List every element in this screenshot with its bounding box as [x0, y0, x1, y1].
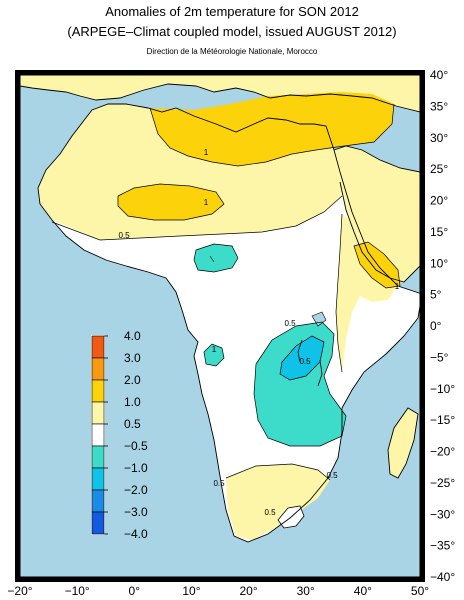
legend-swatch — [91, 401, 105, 425]
coastline-madagascar — [387, 407, 419, 479]
coastline-europe — [20, 83, 420, 113]
y-tick-label: 35° — [430, 99, 448, 113]
land-europe — [20, 75, 420, 112]
x-tick-label: 20° — [239, 584, 257, 598]
contour-label: 0.5 — [213, 479, 225, 488]
y-tick-label: 40° — [430, 68, 448, 82]
x-tick-label: 30° — [297, 584, 315, 598]
zone-sahara-hot — [118, 184, 224, 220]
y-tick-label: −25° — [430, 476, 455, 490]
legend-swatch — [91, 379, 105, 403]
legend-swatch — [91, 511, 105, 535]
legend-swatch — [91, 489, 105, 513]
contour-line-south — [225, 463, 331, 481]
map-subtitle: (ARPEGE–Climat coupled model, issued AUG… — [67, 24, 397, 39]
x-tick-label: −10° — [65, 584, 90, 598]
land-madagascar — [388, 408, 418, 478]
y-tick-label: −30° — [430, 507, 455, 521]
contour-line-yemen — [353, 241, 401, 289]
contour-label: 0.5 — [299, 357, 311, 366]
x-tick-label: 50° — [411, 584, 429, 598]
contour-label: 0.5 — [264, 508, 276, 517]
coastline-arabia — [333, 145, 420, 283]
frame-top-bar — [20, 70, 420, 75]
contour-line-sudan — [193, 243, 239, 273]
legend-swatch — [91, 335, 105, 359]
legend-swatch — [91, 357, 105, 381]
map-credit: Direction de la Météorologie Nationale, … — [146, 47, 318, 56]
lake-tanganyika — [297, 339, 303, 363]
map-title: Anomalies of 2m temperature for SON 2012 — [105, 4, 359, 19]
legend-label: −1.0 — [124, 461, 148, 475]
y-tick-label: 20° — [430, 194, 448, 208]
legend-label: −2.0 — [124, 483, 148, 497]
zone-congo-cool — [204, 344, 224, 366]
legend-label: 4.0 — [124, 329, 141, 343]
legend-label: 2.0 — [124, 373, 141, 387]
zone-south-warm — [226, 464, 330, 540]
legend-label: −4.0 — [124, 527, 148, 541]
contour-line-southeast — [253, 321, 347, 447]
lake-volta — [209, 255, 215, 263]
contour-line-north — [149, 103, 395, 167]
contour-label: 1 — [204, 198, 209, 207]
y-tick-label: −10° — [430, 382, 455, 396]
y-tick-label: −15° — [430, 413, 455, 427]
contour-labels: 1 1 0.5 1 0.5 0.5 1 0.5 0.5 0.5 — [118, 148, 399, 517]
y-tick-label: 0° — [430, 319, 442, 333]
y-axis-ticks: 40° 35° 30° 25° 20° 15° 10° 5° 0° −5° −10° −15° −20°… — [420, 68, 455, 584]
legend-label: 0.5 — [124, 417, 141, 431]
contour-line-congo — [203, 343, 225, 367]
y-tick-label: 10° — [430, 256, 448, 270]
contour-line-sahel — [51, 195, 343, 241]
legend-swatch — [91, 423, 105, 447]
x-axis-ticks: −20° −10° 0° 10° 20° 30° 40° 50° — [7, 577, 429, 598]
y-tick-label: 25° — [430, 162, 448, 176]
legend-label: −3.0 — [124, 505, 148, 519]
contour-label: 1 — [204, 148, 209, 157]
y-tick-label: −35° — [430, 539, 455, 553]
zone-sudan-cool — [194, 244, 238, 272]
contour-line-southeast-core — [279, 335, 325, 381]
y-tick-label: 30° — [430, 131, 448, 145]
color-legend: 4.0 3.0 2.0 1.0 0.5 −0.5 −1.0 −2.0 −3.0 −4.0 — [91, 329, 148, 541]
y-tick-label: −40° — [430, 570, 455, 584]
y-tick-label: 5° — [430, 288, 442, 302]
frame-left-bar — [15, 70, 20, 582]
legend-swatch — [91, 467, 105, 491]
y-tick-label: −20° — [430, 445, 455, 459]
contour-line-sahara — [117, 183, 225, 221]
x-tick-label: 10° — [182, 584, 200, 598]
y-tick-label: 15° — [430, 225, 448, 239]
legend-swatch — [91, 445, 105, 469]
lake-malawi — [317, 359, 323, 387]
contour-label: 0.5 — [326, 471, 338, 480]
legend-label: 1.0 — [124, 395, 141, 409]
zone-east-warm — [336, 214, 396, 372]
contour-label: 0.5 — [284, 319, 296, 328]
y-tick-label: −5° — [430, 350, 449, 364]
coastline-africa — [37, 103, 420, 543]
legend-label: 3.0 — [124, 351, 141, 365]
zone-southeast-cool — [254, 322, 346, 446]
contour-label: 1 — [395, 282, 400, 291]
legend-label: −0.5 — [124, 439, 148, 453]
frame-bottom-bar — [20, 577, 420, 582]
contour-line-east — [335, 213, 343, 373]
contour-label: 0.5 — [118, 231, 130, 240]
land-arabia — [334, 146, 420, 282]
x-tick-label: −20° — [7, 584, 32, 598]
x-tick-label: 0° — [129, 584, 141, 598]
x-tick-label: 40° — [354, 584, 372, 598]
contour-label: 1 — [212, 345, 217, 354]
